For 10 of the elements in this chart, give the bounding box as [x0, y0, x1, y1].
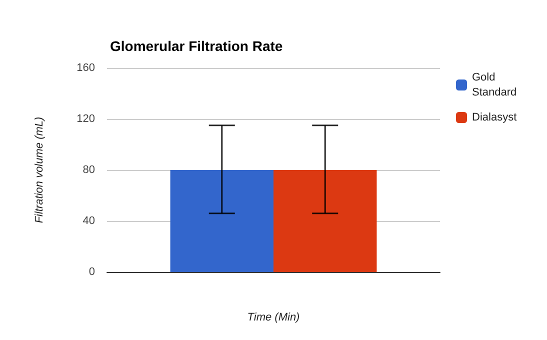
- y-tick-label: 160: [76, 62, 95, 74]
- y-axis-title: Filtration volume (mL): [34, 116, 46, 224]
- y-tick-label: 80: [82, 164, 95, 176]
- y-tick-label: 40: [82, 215, 95, 227]
- x-axis-title: Time (Min): [247, 312, 300, 324]
- legend-label: Dialasyst: [472, 112, 517, 124]
- y-tick-label: 120: [76, 113, 95, 125]
- legend-label: Gold Standard: [472, 72, 517, 98]
- y-tick-label: 0: [88, 266, 95, 278]
- chart-title: Glomerular Filtration Rate: [110, 38, 283, 54]
